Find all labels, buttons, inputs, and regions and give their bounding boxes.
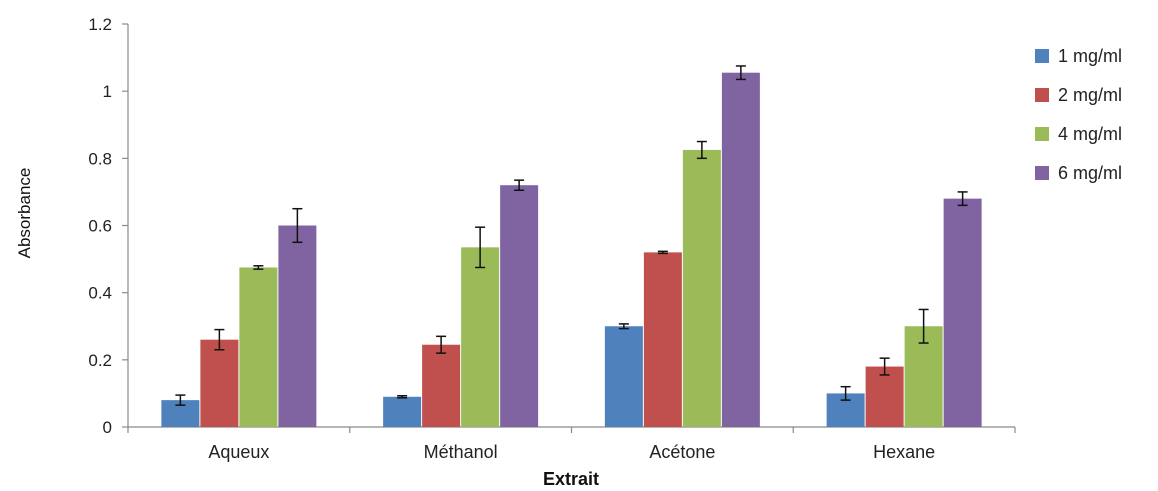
legend-label: 6 mg/ml	[1058, 163, 1122, 183]
x-category-label: Aqueux	[208, 442, 269, 462]
bar	[461, 247, 500, 427]
bar	[604, 326, 643, 427]
bar	[200, 339, 239, 427]
bar	[682, 149, 721, 427]
bar	[500, 185, 539, 427]
legend-swatch	[1035, 166, 1049, 180]
bar	[865, 366, 904, 427]
chart-legend: 1 mg/ml 2 mg/ml 4 mg/ml 6 mg/ml	[1035, 46, 1122, 183]
chart-bars	[161, 72, 982, 427]
legend-label: 2 mg/ml	[1058, 85, 1122, 105]
x-axis-title: Extrait	[543, 469, 599, 489]
x-category-label: Acétone	[649, 442, 715, 462]
y-axis-title: Absorbance	[15, 168, 34, 259]
y-tick-label: 0.4	[88, 284, 112, 303]
legend-swatch	[1035, 88, 1049, 102]
chart-error-bars	[175, 65, 968, 406]
bar	[643, 252, 682, 427]
legend-label: 1 mg/ml	[1058, 46, 1122, 66]
bar	[383, 396, 422, 427]
bar	[422, 344, 461, 427]
y-tick-label: 1	[103, 82, 112, 101]
bar	[239, 267, 278, 427]
x-category-label: Méthanol	[424, 442, 498, 462]
legend-swatch	[1035, 127, 1049, 141]
y-tick-label: 0.6	[88, 217, 112, 236]
chart-x-categories: Aqueux Méthanol Acétone Hexane	[208, 442, 935, 462]
bar	[278, 225, 317, 427]
bar	[721, 72, 760, 427]
y-tick-label: 0.8	[88, 149, 112, 168]
legend-label: 4 mg/ml	[1058, 124, 1122, 144]
bar	[943, 198, 982, 427]
y-tick-label: 0.2	[88, 351, 112, 370]
chart-y-ticks: 0 0.2 0.4 0.6 0.8 1 1.2	[88, 15, 112, 437]
x-category-label: Hexane	[873, 442, 935, 462]
y-tick-label: 0	[103, 418, 112, 437]
y-tick-label: 1.2	[88, 15, 112, 34]
legend-swatch	[1035, 49, 1049, 63]
